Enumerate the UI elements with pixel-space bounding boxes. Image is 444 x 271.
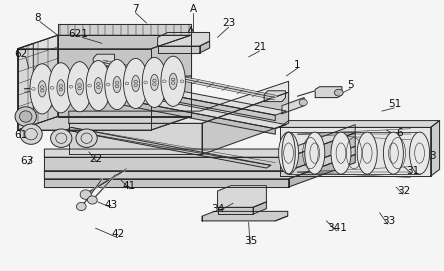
Ellipse shape [30,64,55,114]
Ellipse shape [113,76,121,93]
Ellipse shape [169,73,177,89]
Polygon shape [44,179,289,187]
Polygon shape [158,33,210,46]
Ellipse shape [20,111,32,122]
Polygon shape [44,157,289,171]
Polygon shape [18,35,58,130]
Polygon shape [200,41,210,53]
Ellipse shape [142,57,166,108]
Text: 23: 23 [222,18,235,28]
Text: 33: 33 [382,216,395,226]
Ellipse shape [383,132,403,174]
Ellipse shape [151,74,159,91]
Text: 3: 3 [430,151,436,161]
Ellipse shape [105,60,129,110]
Text: 41: 41 [122,181,135,191]
Polygon shape [98,81,275,121]
Polygon shape [264,91,285,102]
Polygon shape [218,207,253,214]
Text: 62: 62 [15,49,28,59]
Ellipse shape [76,202,86,211]
Polygon shape [44,125,355,157]
Ellipse shape [409,132,429,174]
Polygon shape [282,98,304,114]
Ellipse shape [87,196,97,204]
Ellipse shape [123,59,148,109]
Text: 341: 341 [328,223,347,233]
Text: 61: 61 [15,131,28,140]
Polygon shape [280,121,440,127]
Ellipse shape [357,132,377,174]
Polygon shape [202,211,288,221]
Polygon shape [253,202,266,214]
Polygon shape [280,127,431,176]
Ellipse shape [20,124,42,144]
Ellipse shape [299,99,307,106]
Polygon shape [69,123,202,154]
Text: 22: 22 [89,154,102,163]
Ellipse shape [67,62,92,112]
Polygon shape [218,186,266,207]
Ellipse shape [94,78,102,94]
Ellipse shape [38,81,46,97]
Ellipse shape [132,75,140,92]
Polygon shape [18,43,33,130]
Polygon shape [67,127,271,168]
Text: 32: 32 [397,186,411,196]
Ellipse shape [305,132,325,174]
Polygon shape [289,154,355,187]
Polygon shape [315,87,342,98]
Text: 34: 34 [211,204,224,214]
Polygon shape [58,35,191,117]
Polygon shape [18,35,191,49]
Polygon shape [93,54,115,66]
Polygon shape [289,133,355,171]
Polygon shape [58,24,191,35]
Ellipse shape [51,129,72,147]
Text: 7: 7 [132,5,139,14]
Ellipse shape [15,107,36,126]
Ellipse shape [161,56,186,107]
Polygon shape [158,46,200,53]
Ellipse shape [331,132,351,174]
Text: 621: 621 [68,29,87,39]
Polygon shape [98,77,286,115]
Ellipse shape [75,79,83,95]
Text: 51: 51 [388,99,402,109]
Polygon shape [44,146,355,179]
Text: 63: 63 [20,156,33,166]
Polygon shape [431,121,440,176]
Text: 35: 35 [244,236,258,246]
Polygon shape [98,95,275,134]
Ellipse shape [334,89,343,96]
Text: A: A [190,5,197,14]
Ellipse shape [76,129,97,147]
Text: 42: 42 [111,230,124,239]
Polygon shape [18,117,191,130]
Ellipse shape [80,190,91,199]
Text: 6: 6 [396,128,403,138]
Ellipse shape [57,80,65,96]
Text: 21: 21 [253,43,266,52]
Ellipse shape [279,132,298,174]
Text: 8: 8 [35,13,41,22]
Text: 31: 31 [406,166,420,176]
Polygon shape [69,81,289,123]
Ellipse shape [49,63,73,113]
Ellipse shape [86,60,111,111]
Text: 1: 1 [294,60,301,70]
Polygon shape [98,91,286,129]
Text: 43: 43 [104,200,118,209]
Polygon shape [18,49,151,130]
Text: 5: 5 [348,80,354,90]
Polygon shape [202,92,289,154]
